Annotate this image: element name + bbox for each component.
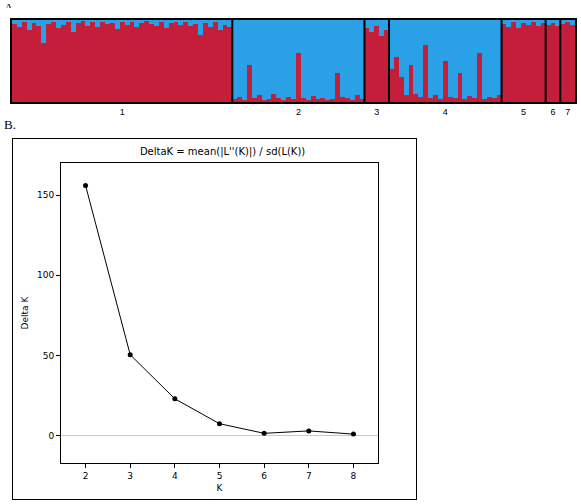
svg-text:3: 3 (374, 107, 379, 117)
svg-text:50: 50 (43, 351, 55, 361)
html-text:B.: B. (4, 117, 16, 132)
svg-text:150: 150 (37, 190, 54, 200)
html-text:A.: A. (4, 0, 17, 15)
svg-text:5: 5 (217, 471, 223, 481)
svg-text:8: 8 (351, 471, 357, 481)
svg-text:K: K (217, 483, 224, 493)
svg-text:100: 100 (37, 270, 54, 280)
svg-text:7: 7 (306, 471, 312, 481)
svg-text:7: 7 (565, 107, 570, 117)
svg-text:2: 2 (296, 107, 301, 117)
svg-text:2: 2 (83, 471, 89, 481)
svg-text:4: 4 (443, 107, 448, 117)
svg-text:0: 0 (48, 431, 54, 441)
svg-text:3: 3 (127, 471, 133, 481)
svg-text:Delta K: Delta K (20, 296, 30, 330)
svg-text:1: 1 (120, 107, 125, 117)
svg-text:DeltaK = mean(|L''(K)|) / sd(L: DeltaK = mean(|L''(K)|) / sd(L(K)) (140, 146, 305, 158)
svg-text:5: 5 (521, 107, 526, 117)
svg-text:6: 6 (261, 471, 267, 481)
svg-text:4: 4 (172, 471, 178, 481)
svg-text:6: 6 (550, 107, 555, 117)
